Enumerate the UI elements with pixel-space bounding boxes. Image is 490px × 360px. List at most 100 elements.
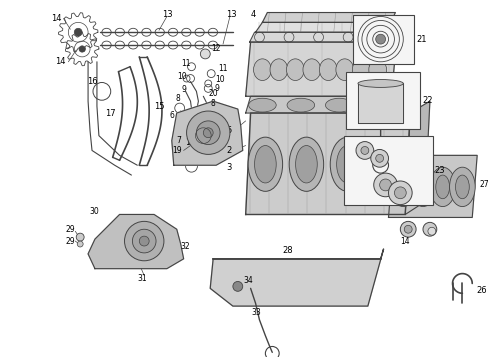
Polygon shape — [263, 13, 395, 22]
Text: 27: 27 — [479, 180, 489, 189]
Text: 24: 24 — [371, 177, 380, 186]
Circle shape — [132, 229, 156, 253]
Text: 15: 15 — [154, 102, 165, 111]
Text: 29: 29 — [66, 225, 75, 234]
Ellipse shape — [358, 80, 403, 87]
Text: 12: 12 — [211, 45, 220, 54]
Polygon shape — [358, 84, 403, 123]
Text: 16: 16 — [87, 77, 98, 86]
Text: 6: 6 — [170, 112, 175, 121]
Text: 7: 7 — [177, 136, 182, 145]
Circle shape — [139, 236, 149, 246]
Circle shape — [79, 46, 85, 52]
Circle shape — [394, 187, 406, 199]
Ellipse shape — [410, 167, 436, 207]
Text: 1: 1 — [427, 156, 432, 165]
Ellipse shape — [330, 137, 365, 191]
Circle shape — [376, 34, 386, 44]
Ellipse shape — [378, 145, 399, 183]
Ellipse shape — [289, 137, 324, 191]
Circle shape — [380, 179, 392, 191]
Polygon shape — [88, 215, 184, 269]
Ellipse shape — [456, 175, 469, 199]
Circle shape — [371, 149, 389, 167]
Ellipse shape — [287, 98, 315, 112]
Bar — [353, 14, 414, 64]
Text: 14: 14 — [50, 14, 61, 23]
Ellipse shape — [430, 167, 456, 207]
Text: 10: 10 — [177, 72, 186, 81]
Polygon shape — [245, 96, 396, 113]
Circle shape — [404, 225, 412, 233]
Polygon shape — [405, 101, 430, 215]
Polygon shape — [249, 32, 392, 42]
Ellipse shape — [416, 175, 430, 199]
Ellipse shape — [369, 59, 387, 81]
Text: 25: 25 — [425, 146, 435, 155]
Text: 9: 9 — [182, 85, 187, 94]
Polygon shape — [245, 113, 410, 215]
Text: 31: 31 — [137, 274, 147, 283]
Text: 3: 3 — [226, 163, 231, 172]
Circle shape — [374, 173, 397, 197]
Text: 11: 11 — [182, 59, 191, 68]
Ellipse shape — [254, 145, 276, 183]
Ellipse shape — [364, 98, 392, 112]
Text: 11: 11 — [218, 64, 227, 73]
Circle shape — [74, 28, 82, 36]
Text: 26: 26 — [476, 286, 487, 295]
Ellipse shape — [391, 167, 416, 207]
Circle shape — [376, 154, 384, 162]
Text: 34: 34 — [244, 276, 253, 285]
Text: 30: 30 — [89, 207, 99, 216]
Ellipse shape — [436, 175, 450, 199]
Ellipse shape — [248, 137, 283, 191]
Ellipse shape — [396, 175, 410, 199]
Text: 9: 9 — [214, 84, 219, 93]
Ellipse shape — [371, 137, 406, 191]
Text: 14: 14 — [400, 237, 410, 246]
Text: 23: 23 — [435, 166, 445, 175]
Circle shape — [124, 221, 164, 261]
Polygon shape — [255, 22, 391, 32]
Ellipse shape — [270, 59, 288, 81]
Ellipse shape — [450, 167, 475, 207]
Text: 13: 13 — [226, 10, 237, 19]
Text: 20: 20 — [208, 89, 218, 98]
Circle shape — [196, 121, 220, 144]
Bar — [346, 72, 420, 129]
Circle shape — [356, 141, 374, 159]
Circle shape — [77, 241, 83, 247]
Circle shape — [203, 128, 213, 138]
Text: 2: 2 — [226, 146, 231, 155]
Ellipse shape — [337, 145, 358, 183]
Text: 5: 5 — [226, 126, 231, 135]
Text: 33: 33 — [251, 309, 261, 318]
Text: 21: 21 — [416, 35, 427, 44]
Circle shape — [187, 111, 230, 154]
Ellipse shape — [303, 59, 320, 81]
Text: 17: 17 — [105, 108, 116, 117]
Ellipse shape — [248, 98, 276, 112]
Text: 4: 4 — [250, 10, 256, 19]
Ellipse shape — [352, 59, 370, 81]
Circle shape — [76, 233, 84, 241]
Ellipse shape — [336, 59, 354, 81]
Ellipse shape — [319, 59, 337, 81]
Ellipse shape — [253, 59, 271, 81]
Text: 8: 8 — [176, 94, 180, 103]
Ellipse shape — [295, 145, 317, 183]
Text: 32: 32 — [181, 243, 190, 252]
Circle shape — [389, 181, 412, 204]
Polygon shape — [172, 101, 243, 165]
Text: 19: 19 — [172, 146, 181, 155]
Polygon shape — [245, 42, 396, 96]
Circle shape — [423, 222, 437, 236]
Text: 29: 29 — [66, 237, 75, 246]
Circle shape — [200, 49, 210, 59]
Circle shape — [400, 221, 416, 237]
Text: 8: 8 — [210, 99, 215, 108]
Polygon shape — [210, 249, 384, 306]
Bar — [344, 136, 433, 204]
Polygon shape — [389, 156, 477, 217]
